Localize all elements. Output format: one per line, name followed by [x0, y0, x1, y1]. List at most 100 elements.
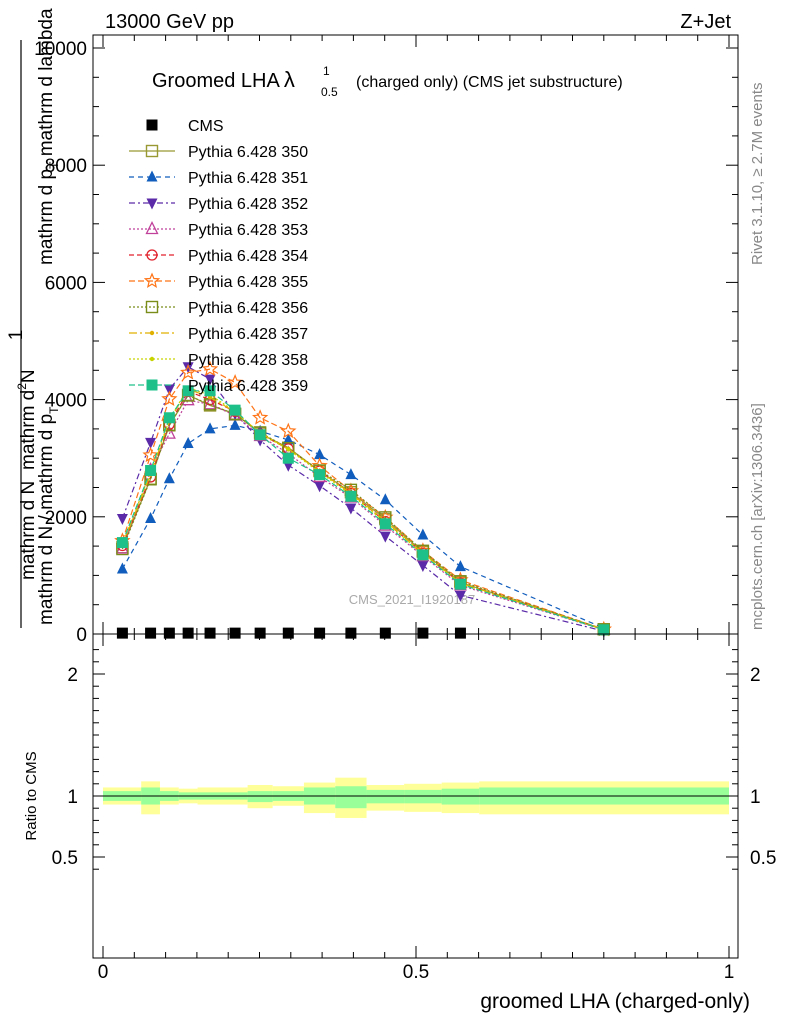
plot-title-sub: 0.5 [321, 85, 338, 99]
x-axis-label: groomed LHA (charged-only) [480, 990, 750, 1013]
ylabel-bottom-numerator: mathrm d N [18, 481, 39, 580]
data-point [417, 627, 429, 639]
ratio-y-tick-label: 1 [67, 787, 78, 808]
legend-entry: Pythia 6.428 350 [129, 144, 308, 161]
ratio-y-tick-label-right: 1 [750, 787, 761, 808]
data-point [204, 422, 216, 434]
mcplots-label: mcplots.cern.ch [arXiv:1306.3436] [749, 403, 766, 630]
x-tick-label: 1 [724, 962, 735, 983]
main-series-group [114, 360, 613, 639]
ratio-plot-frame [92, 633, 739, 959]
y-tick-label: 6000 [45, 273, 87, 294]
series-10 [116, 385, 610, 636]
legend-label: Pythia 6.428 356 [188, 300, 308, 317]
x-tick-label: 0 [98, 962, 109, 983]
data-point [116, 514, 128, 526]
ratio-band-green [247, 791, 273, 803]
data-point [145, 437, 157, 449]
ratio-band-green [366, 789, 405, 804]
data-point [454, 590, 466, 602]
legend-entry: Pythia 6.428 359 [129, 378, 308, 395]
ratio-band-green [335, 786, 367, 809]
data-point [116, 562, 128, 574]
legend-entry: Pythia 6.428 352 [129, 196, 308, 213]
ylabel-top-denominator: mathrm d pT mathrm d lambda [36, 8, 61, 265]
data-point [254, 627, 266, 639]
data-point [286, 447, 291, 452]
y-tick-label: 10000 [34, 39, 87, 60]
data-point [142, 446, 159, 463]
legend-entry: CMS [146, 118, 224, 135]
legend-marker [145, 221, 159, 235]
legend-entry: Pythia 6.428 358 [129, 352, 308, 369]
main-axis-ticks: 0 2000 4000 6000 8000 10000 [34, 35, 738, 646]
ratio-y-tick-label-right: 2 [750, 665, 761, 686]
legend-label: Pythia 6.428 354 [188, 248, 308, 265]
data-point [417, 549, 429, 561]
plot-title: Groomed LHA λ 1 0.5 (charged only) (CMS j… [152, 64, 623, 99]
legend-label: CMS [188, 118, 224, 135]
legend-marker [146, 170, 158, 182]
watermark: CMS_2021_I1920187 [349, 592, 476, 607]
y-tick-label: 8000 [45, 156, 87, 177]
data-point [181, 392, 195, 406]
data-point [314, 481, 326, 493]
series-line [121, 388, 604, 631]
legend-marker [143, 272, 161, 288]
data-point [163, 412, 175, 424]
data-point [379, 627, 391, 639]
series-line [121, 399, 604, 631]
data-point [379, 531, 391, 543]
ylabel-one: 1 [6, 330, 27, 341]
series-line [121, 424, 605, 629]
x-tick-label: 0.5 [403, 962, 429, 983]
data-point [314, 448, 326, 460]
data-point [417, 528, 429, 540]
data-point [379, 493, 391, 505]
data-point [163, 627, 175, 639]
legend-marker [145, 300, 159, 314]
plot-title-symbol: λ [284, 67, 295, 92]
data-point [145, 465, 157, 477]
data-point [454, 560, 466, 572]
legend-marker [146, 249, 158, 261]
ratio-y-tick-label: 2 [67, 665, 78, 686]
data-point [145, 512, 157, 524]
legend-label: Pythia 6.428 358 [188, 352, 308, 369]
legend-entry: Pythia 6.428 356 [129, 300, 308, 317]
data-point [163, 472, 175, 484]
ratio-axis-ticks: 0.5 0.5 1 1 2 2 0 0.5 1 [52, 634, 776, 983]
data-point [345, 627, 357, 639]
data-point [282, 627, 294, 639]
legend-entry: Pythia 6.428 351 [129, 170, 308, 187]
legend-marker [146, 379, 158, 391]
header-energy: 13000 GeV pp [105, 11, 234, 33]
data-point [598, 624, 610, 636]
legend-marker [146, 198, 158, 210]
data-point [314, 627, 326, 639]
y-tick-label: 2000 [45, 508, 87, 529]
data-point [229, 627, 241, 639]
data-point [280, 422, 297, 439]
legend-entry: Pythia 6.428 354 [129, 248, 308, 265]
data-point [252, 409, 269, 425]
data-point [116, 627, 128, 639]
ratio-y-tick-label-right: 0.5 [750, 848, 776, 869]
legend-label: Pythia 6.428 357 [188, 326, 308, 343]
header-process: Z+Jet [680, 11, 731, 33]
main-plot: 0 2000 4000 6000 8000 10000 CMS_2021_I1920187… [34, 34, 739, 646]
plot-title-rest: (charged only) (CMS jet substructure) [356, 74, 623, 91]
data-point [282, 452, 294, 464]
rivet-version-label: Rivet 3.1.10, ≥ 2.7M events [749, 83, 766, 266]
legend-label: Pythia 6.428 353 [188, 222, 308, 239]
data-point [182, 627, 194, 639]
data-point [345, 503, 357, 515]
ratio-plot: 0.5 0.5 1 1 2 2 0 0.5 1 Ratio to CMS groomed LHA… [23, 633, 776, 1013]
ratio-band-green [441, 788, 480, 805]
legend-marker [146, 119, 158, 131]
series-line [121, 368, 604, 630]
legend-marker [149, 356, 155, 362]
ratio-y-axis-label: Ratio to CMS [23, 751, 40, 840]
data-point [314, 469, 326, 481]
